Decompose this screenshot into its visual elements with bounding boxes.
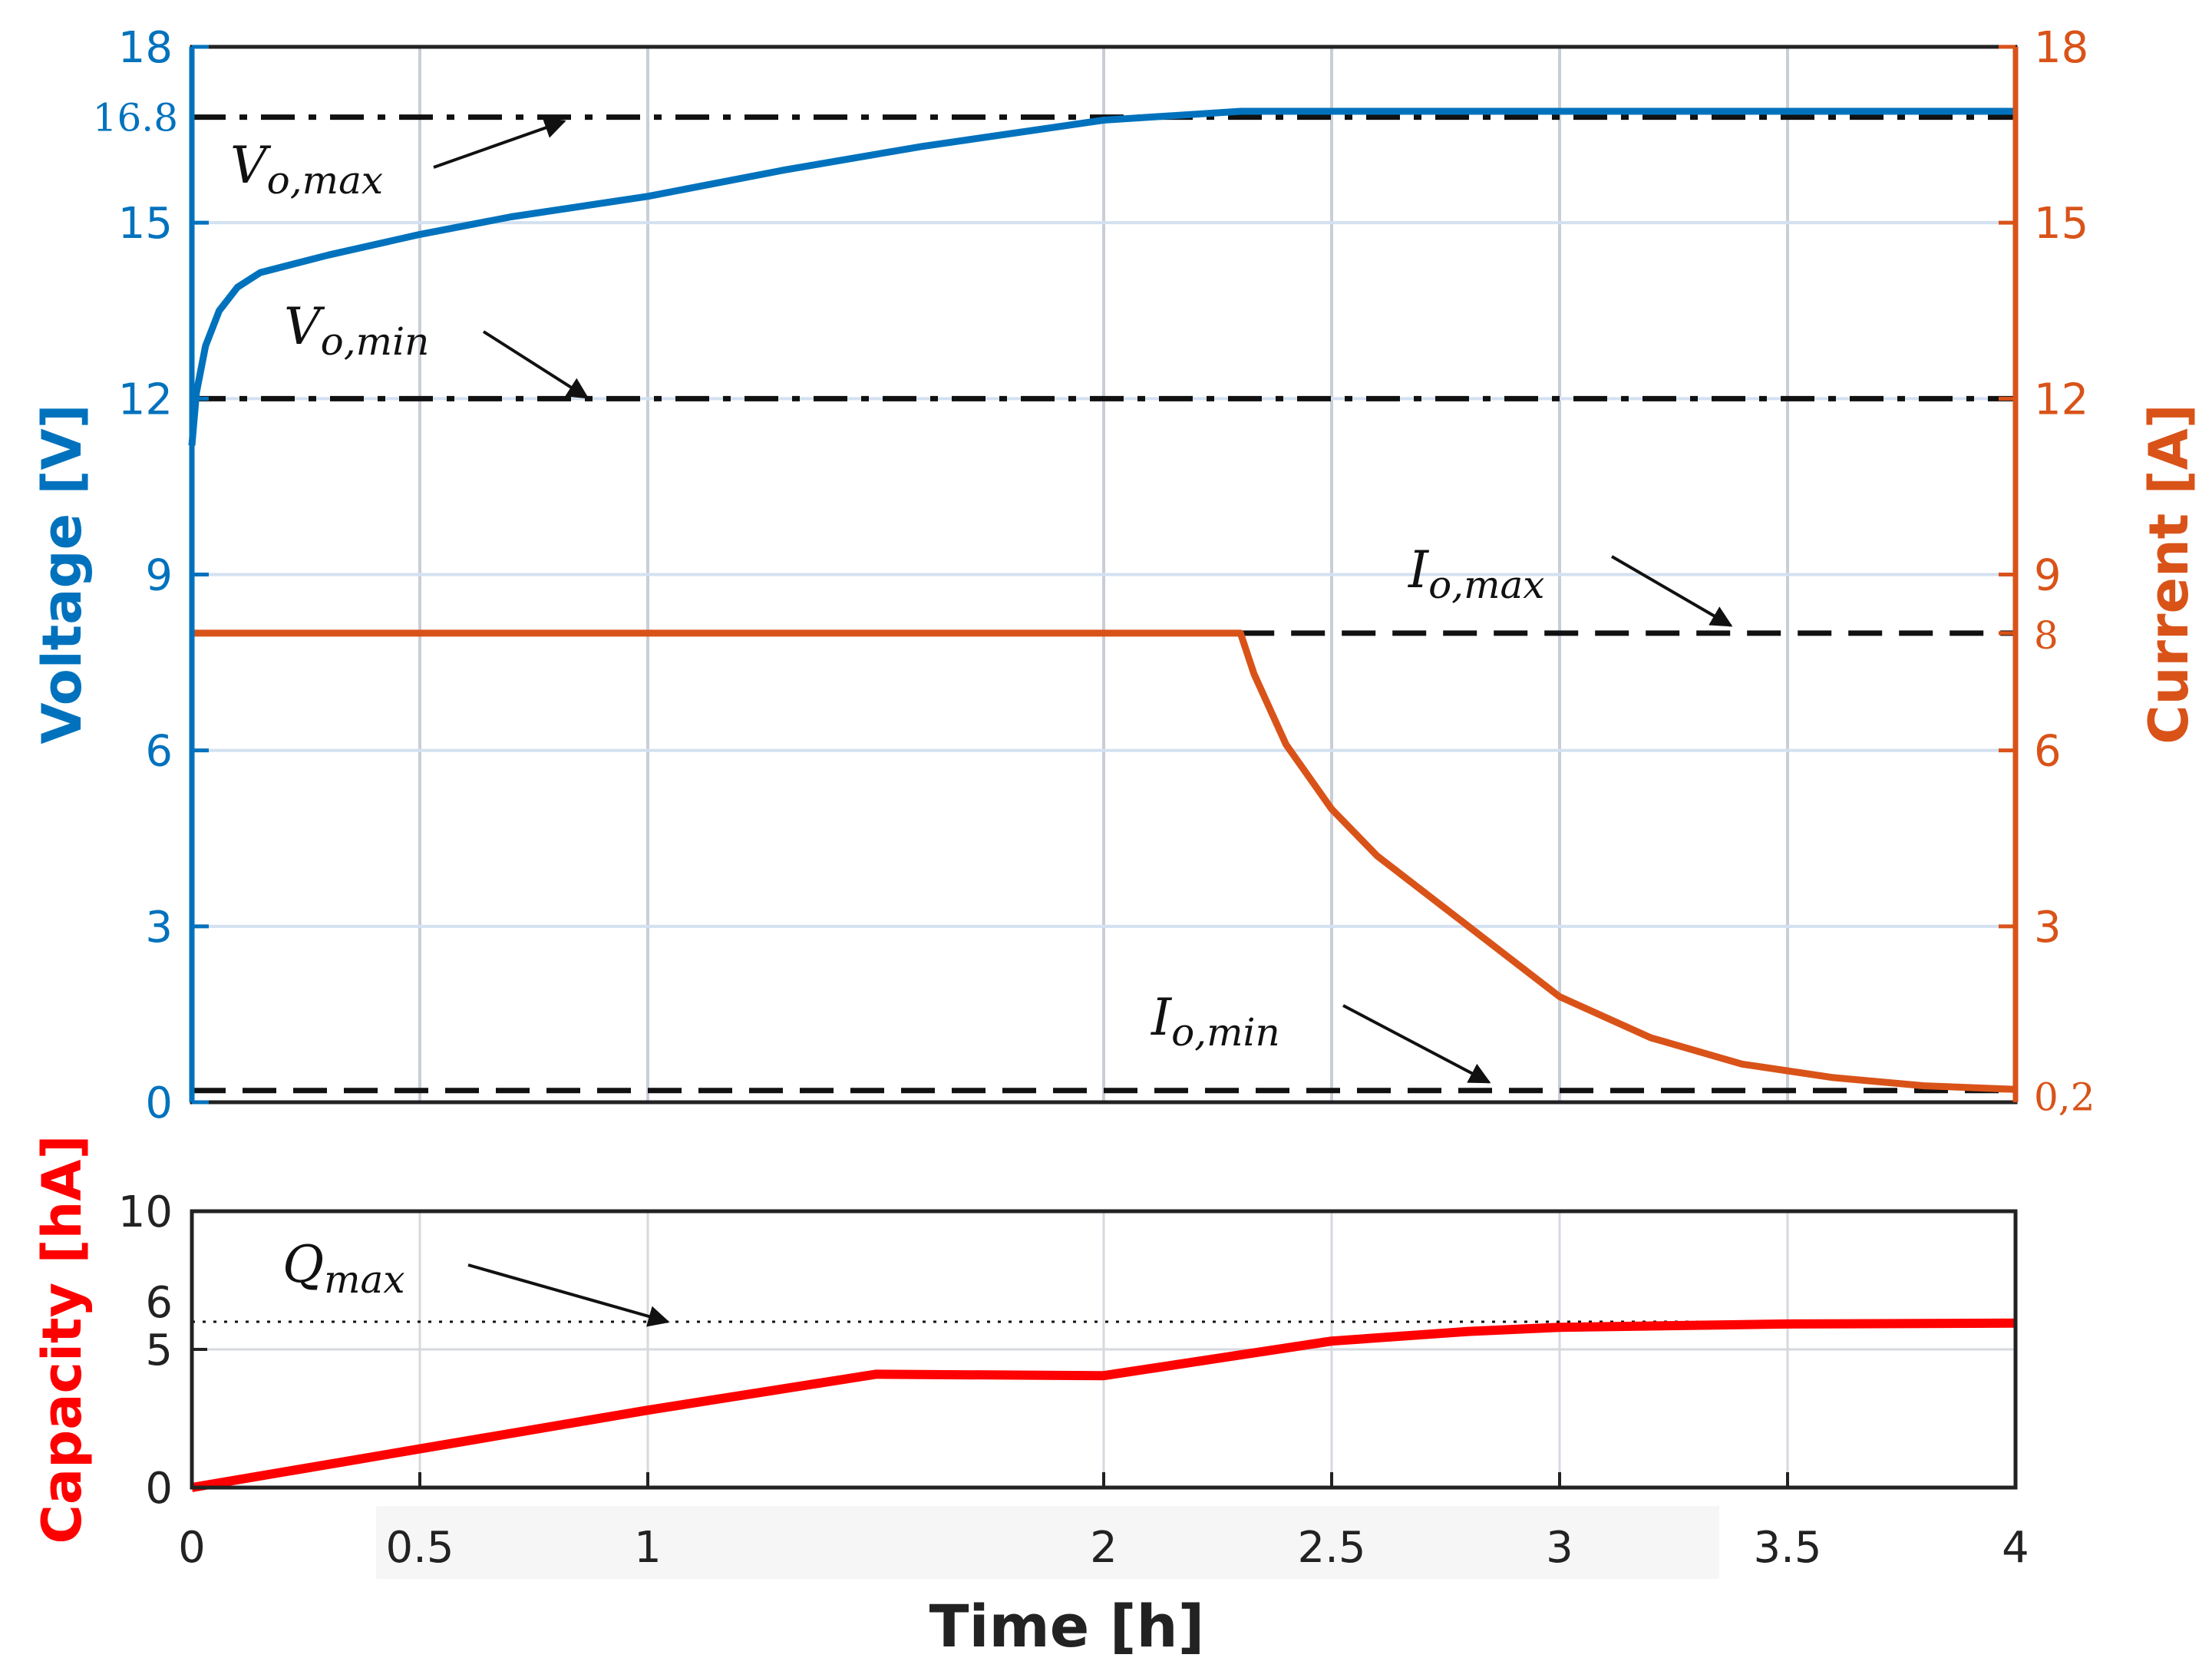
right-tick-label-0,2: 0,2 (2034, 1075, 2095, 1120)
capacity-tick-label-6: 6 (145, 1278, 173, 1328)
annotation-vo-min-subscript: o,min (321, 319, 430, 364)
annotation-io-max-label: Io,max (1408, 540, 1545, 607)
bottom-series (190, 1318, 2016, 1492)
capacity-tick-label-0: 0 (145, 1464, 173, 1514)
left-tick-label-0: 0 (145, 1078, 173, 1128)
right-tick-label-8: 8 (2034, 613, 2058, 658)
y-axis-title-voltage: Voltage [V] (31, 404, 94, 744)
right-tick-label-9: 9 (2034, 551, 2062, 601)
x-tick-label-2.5: 2.5 (1297, 1523, 1365, 1573)
annotation-io-min-subscript: o,min (1171, 1010, 1280, 1055)
annotation-qmax-arrow (467, 1263, 670, 1327)
annotation-io-min-label: Io,min (1151, 988, 1280, 1055)
y-axis-title-current: Current [A] (2138, 404, 2200, 745)
x-tick-label-0.5: 0.5 (385, 1523, 454, 1573)
left-tick-label-6: 6 (145, 727, 173, 777)
annotation-io-min-main: I (1151, 988, 1173, 1047)
right-tick-label-12: 12 (2034, 375, 2088, 424)
annotation-vo-max-subscript: o,max (267, 158, 383, 203)
bottom-ticks: 0 5 10 6 0 0.5 1 2 2.5 3 3.5 4 (118, 1187, 2029, 1573)
annotation-vo-min-main: V (284, 297, 325, 356)
series-capacity-line (190, 1318, 2016, 1492)
x-tick-label-2: 2 (1090, 1523, 1118, 1573)
left-tick-label-12: 12 (118, 375, 173, 424)
x-tick-label-4: 4 (2002, 1523, 2029, 1573)
capacity-tick-label-5: 5 (145, 1326, 173, 1375)
left-tick-label-15: 15 (118, 199, 173, 249)
x-tick-label-band (376, 1506, 1719, 1579)
annotation-vo-max: Vo,max (230, 117, 566, 203)
annotation-vo-max-arrow (433, 117, 566, 169)
y-axis-title-capacity: Capacity [hA] (31, 1135, 94, 1544)
left-tick-label-16.8: 16.8 (93, 96, 178, 140)
annotation-qmax-main: Q (282, 1235, 324, 1294)
annotation-io-max: Io,max (1408, 540, 1733, 627)
annotation-vo-max-main: V (230, 136, 272, 195)
annotation-vo-max-label: Vo,max (230, 136, 383, 203)
annotation-io-min-arrow (1342, 1004, 1491, 1084)
right-tick-label-6: 6 (2034, 727, 2062, 777)
right-tick-label-18: 18 (2034, 23, 2088, 73)
annotation-qmax-label: Qmax (282, 1235, 405, 1302)
annotation-qmax: Qmax (282, 1235, 670, 1327)
top-series (188, 107, 2016, 1093)
annotation-qmax-subscript: max (324, 1257, 404, 1302)
x-axis-title-time: Time [h] (929, 1592, 1205, 1660)
x-tick-label-3.5: 3.5 (1753, 1523, 1821, 1573)
left-tick-label-18: 18 (118, 23, 173, 73)
x-tick-label-1: 1 (634, 1523, 662, 1573)
x-tick-label-3: 3 (1546, 1523, 1573, 1573)
annotation-io-max-main: I (1408, 540, 1430, 599)
annotation-vo-min-label: Vo,min (284, 297, 429, 364)
top-ticks: 0 3 6 9 12 15 18 16.8 0,2 3 6 8 9 12 15 18 (93, 23, 2095, 1128)
series-current-line (192, 629, 2016, 1093)
annotation-io-min: Io,min (1151, 988, 1491, 1084)
right-tick-label-15: 15 (2034, 199, 2088, 249)
left-tick-label-9: 9 (145, 551, 173, 601)
left-tick-label-3: 3 (145, 903, 173, 953)
x-tick-label-0: 0 (178, 1523, 206, 1573)
annotation-io-max-arrow (1610, 555, 1733, 627)
annotation-vo-min: Vo,min (284, 297, 589, 399)
right-tick-label-3: 3 (2034, 903, 2062, 953)
series-voltage-line (188, 107, 2016, 446)
annotation-io-max-subscript: o,max (1428, 563, 1544, 607)
annotation-vo-min-arrow (482, 330, 589, 399)
capacity-tick-label-10: 10 (118, 1187, 173, 1237)
